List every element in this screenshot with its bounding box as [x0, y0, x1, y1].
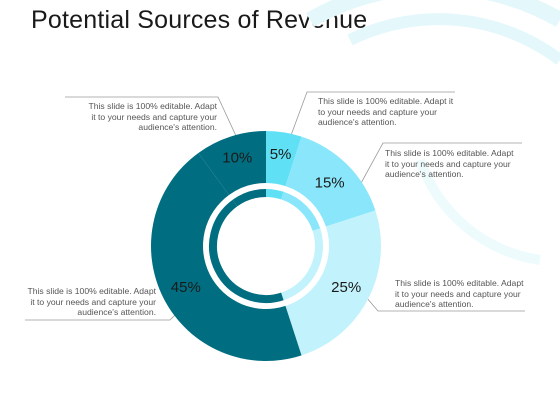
- slice-label-25: 25%: [331, 279, 361, 296]
- callout-top-left: This slide is 100% editable. Adapt it to…: [88, 101, 217, 132]
- deco-arc-outer: [306, 0, 560, 27]
- inner-ring-segment-10: [232, 189, 267, 207]
- callout-mid-right: This slide is 100% editable. Adapt it to…: [385, 148, 514, 179]
- callout-bottom-right: This slide is 100% editable. Adapt it to…: [395, 278, 524, 309]
- callout-top-right: This slide is 100% editable. Adapt it to…: [318, 96, 454, 127]
- slice-labels: 5% 15% 25% 45% 10%: [171, 146, 361, 296]
- inner-ring-segment-15: [280, 191, 321, 232]
- inner-ring-segment-25: [281, 228, 323, 301]
- callout-line-top-right: [289, 91, 455, 139]
- callout-bottom-left: This slide is 100% editable. Adapt it to…: [27, 286, 156, 317]
- slice-label-15: 15%: [315, 174, 345, 191]
- deco-arc-inner: [347, 13, 560, 65]
- donut-slice-25: [285, 210, 381, 356]
- donut-slice-15: [285, 136, 376, 227]
- donut-slice-10: [198, 131, 266, 196]
- inner-ring: [209, 189, 323, 303]
- slice-label-5: 5%: [270, 146, 292, 163]
- donut-slice-5: [266, 131, 302, 187]
- slice-label-45: 45%: [171, 279, 201, 296]
- inner-ring-segment-45: [209, 199, 284, 303]
- callout-line-top-left: [65, 96, 238, 139]
- inner-ring-segment-5: [265, 189, 284, 200]
- donut-slice-45: [151, 152, 302, 361]
- callout-line-mid-right: [359, 142, 522, 186]
- slices: [151, 131, 381, 361]
- deco-arc-right: [415, 158, 541, 265]
- slice-label-10: 10%: [222, 150, 252, 167]
